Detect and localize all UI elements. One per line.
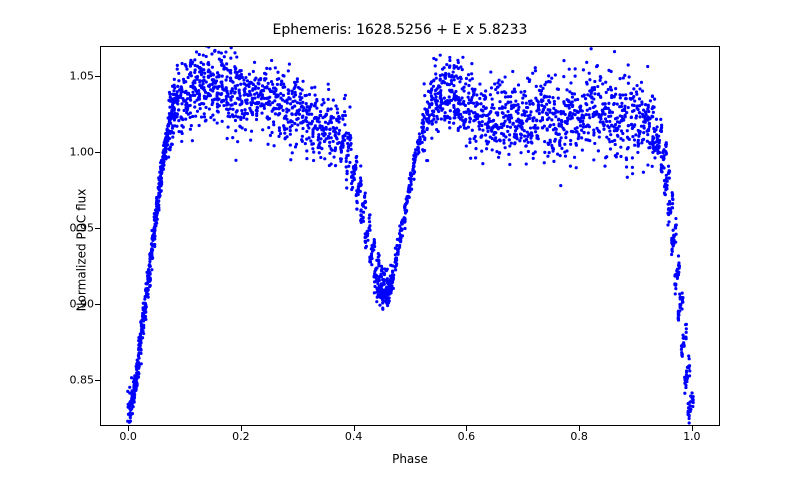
x-tick-label: 0.4: [345, 430, 363, 443]
y-axis-label: Normalized PDC flux: [74, 189, 88, 312]
plot-area: [100, 46, 720, 426]
chart-title: Ephemeris: 1628.5256 + E x 5.8233: [0, 22, 800, 38]
y-tick-label: 0.95: [34, 222, 94, 235]
figure: Ephemeris: 1628.5256 + E x 5.8233 Normal…: [0, 0, 800, 500]
y-tick-label: 1.00: [34, 146, 94, 159]
y-tick-mark: [95, 380, 100, 381]
x-tick-label: 0.8: [570, 430, 588, 443]
x-tick-label: 0.2: [232, 430, 250, 443]
y-tick-mark: [95, 228, 100, 229]
y-tick-mark: [95, 76, 100, 77]
y-tick-mark: [95, 152, 100, 153]
x-tick-label: 1.0: [683, 430, 701, 443]
x-axis-label: Phase: [100, 452, 720, 466]
y-tick-mark: [95, 304, 100, 305]
x-tick-label: 0.0: [119, 430, 137, 443]
y-tick-label: 0.90: [34, 298, 94, 311]
y-tick-label: 0.85: [34, 374, 94, 387]
scatter-points: [101, 47, 719, 425]
x-tick-label: 0.6: [458, 430, 476, 443]
y-tick-label: 1.05: [34, 70, 94, 83]
